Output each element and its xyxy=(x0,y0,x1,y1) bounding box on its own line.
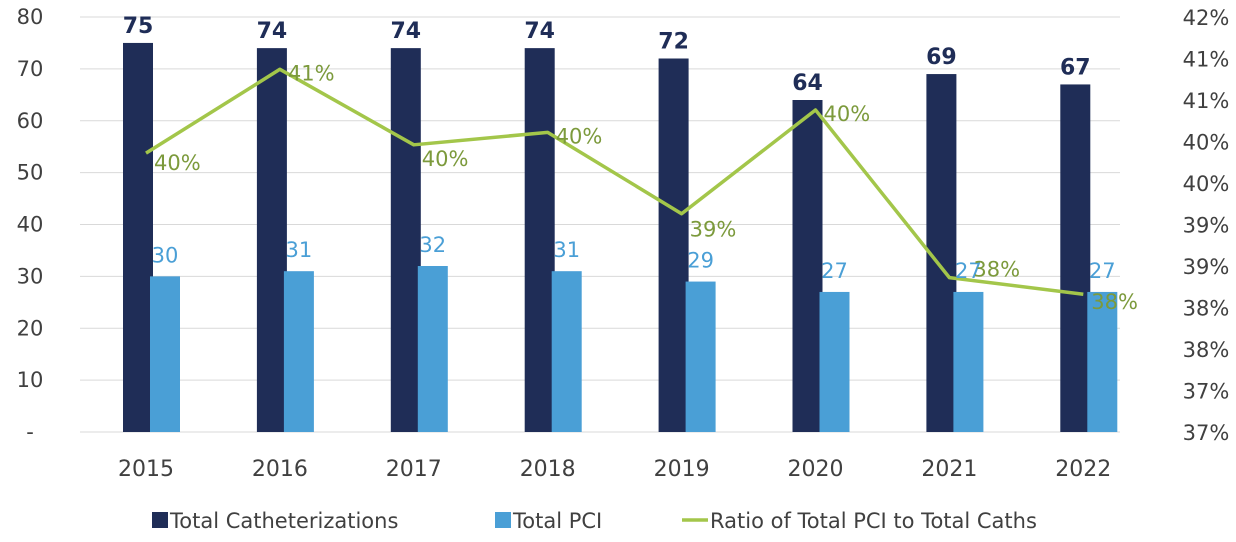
left-axis-tick-label: 60 xyxy=(17,109,44,133)
data-label-ratio: 40% xyxy=(422,147,469,171)
data-label-total-pci: 27 xyxy=(821,259,848,283)
data-label-total-catheterizations: 74 xyxy=(390,19,421,44)
bar-total-catheterizations xyxy=(123,42,153,432)
bar-total-pci xyxy=(150,276,180,432)
legend-label: Total Catheterizations xyxy=(169,509,398,533)
left-axis-tick-label: 30 xyxy=(17,264,44,288)
data-label-total-catheterizations: 64 xyxy=(792,71,823,96)
bar-total-pci xyxy=(1087,291,1118,432)
data-label-total-pci: 30 xyxy=(152,243,179,267)
x-axis-tick-label: 2022 xyxy=(1055,457,1111,482)
right-axis-tick-label: 39% xyxy=(1183,255,1230,279)
bars xyxy=(123,42,1118,432)
left-axis-tick-label: 80 xyxy=(17,5,44,29)
right-axis-tick-label: 41% xyxy=(1183,89,1230,113)
legend-item: Total PCI xyxy=(495,509,602,533)
data-label-total-pci: 31 xyxy=(286,238,313,262)
bar-total-catheterizations xyxy=(658,58,689,432)
data-label-total-pci: 29 xyxy=(687,249,714,273)
right-axis-tick-label: 38% xyxy=(1183,338,1230,362)
gridlines xyxy=(80,16,1120,433)
bar-total-pci xyxy=(685,281,716,432)
data-label-total-catheterizations: 74 xyxy=(257,19,288,44)
right-axis-tick-label: 37% xyxy=(1183,421,1230,445)
right-axis-tick-label: 37% xyxy=(1183,380,1230,404)
left-axis-ticks: - 10 20 30 40 50 60 70 80 xyxy=(17,5,44,444)
left-axis-tick-label: 40 xyxy=(17,213,44,237)
x-axis-tick-label: 2020 xyxy=(788,457,844,482)
left-axis-tick-label: 70 xyxy=(17,57,44,81)
bar-total-catheterizations xyxy=(524,48,555,432)
bar-total-catheterizations xyxy=(390,48,421,432)
data-label-total-catheterizations: 69 xyxy=(926,45,957,70)
left-axis-tick-label: 20 xyxy=(17,316,44,340)
x-axis-tick-label: 2015 xyxy=(118,457,174,482)
data-label-total-pci: 31 xyxy=(553,238,580,262)
data-labels: 75 74 74 74 72 64 69 67 30 31 32 31 29 27 27 27 40% 41% 40… xyxy=(123,14,1138,314)
data-label-total-pci: 27 xyxy=(1089,259,1116,283)
legend-label: Ratio of Total PCI to Total Caths xyxy=(710,509,1037,533)
data-label-ratio: 41% xyxy=(288,61,335,85)
data-label-total-catheterizations: 74 xyxy=(524,19,555,44)
bar-total-pci xyxy=(819,291,850,432)
ratio-line xyxy=(145,67,1084,296)
left-axis-tick-label: 50 xyxy=(17,161,44,185)
left-axis-tick-label: - xyxy=(26,420,34,444)
bar-total-pci xyxy=(417,266,448,432)
x-axis-tick-label: 2021 xyxy=(921,457,977,482)
data-label-total-pci: 32 xyxy=(419,233,446,257)
data-label-ratio: 40% xyxy=(556,124,603,148)
bar-total-catheterizations xyxy=(256,48,287,432)
data-label-total-catheterizations: 67 xyxy=(1060,55,1091,80)
data-label-ratio: 40% xyxy=(824,102,871,126)
data-label-total-catheterizations: 75 xyxy=(123,14,154,39)
legend-swatch xyxy=(495,512,511,528)
x-axis-tick-label: 2019 xyxy=(654,457,710,482)
left-axis-tick-label: 10 xyxy=(17,368,44,392)
legend-swatch xyxy=(152,512,168,528)
right-axis-tick-label: 40% xyxy=(1183,131,1230,155)
right-axis-tick-label: 41% xyxy=(1183,48,1230,72)
data-label-ratio: 40% xyxy=(154,151,201,175)
x-axis-tick-label: 2017 xyxy=(386,457,442,482)
data-label-ratio: 39% xyxy=(690,218,737,242)
right-axis-tick-label: 38% xyxy=(1183,297,1230,321)
x-axis-tick-label: 2016 xyxy=(252,457,308,482)
data-label-total-pci: 27 xyxy=(955,259,982,283)
right-axis-tick-label: 39% xyxy=(1183,214,1230,238)
right-axis-tick-label: 42% xyxy=(1183,6,1230,30)
bar-total-pci xyxy=(551,271,582,432)
data-label-ratio: 38% xyxy=(1091,290,1138,314)
legend-item: Ratio of Total PCI to Total Caths xyxy=(682,509,1037,533)
x-axis-tick-label: 2018 xyxy=(520,457,576,482)
bar-total-catheterizations xyxy=(792,100,823,432)
x-axis-ticks: 2015 2016 2017 2018 2019 2020 2021 2022 xyxy=(118,457,1111,482)
bar-total-pci xyxy=(283,271,314,432)
legend-label: Total PCI xyxy=(512,509,602,533)
data-label-ratio: 38% xyxy=(973,258,1020,282)
bar-total-catheterizations xyxy=(1060,84,1091,432)
ratio-line-layer xyxy=(145,67,1084,296)
bar-total-pci xyxy=(953,291,984,432)
right-axis-ticks: 37% 37% 38% 38% 39% 39% 40% 40% 41% 41% 42% xyxy=(1183,6,1230,445)
legend-item: Total Catheterizations xyxy=(152,509,398,533)
data-label-total-catheterizations: 72 xyxy=(658,30,689,55)
legend: Total Catheterizations Total PCI Ratio of … xyxy=(152,509,1037,533)
right-axis-tick-label: 40% xyxy=(1183,172,1230,196)
